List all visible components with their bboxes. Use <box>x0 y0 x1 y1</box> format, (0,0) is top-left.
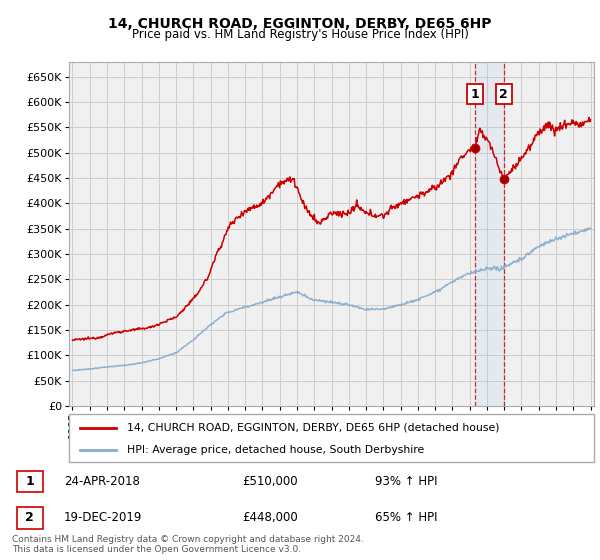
FancyBboxPatch shape <box>69 414 594 462</box>
Bar <box>475 62 503 406</box>
Text: 1: 1 <box>470 88 479 101</box>
Text: 19-DEC-2019: 19-DEC-2019 <box>64 511 142 524</box>
Text: 14, CHURCH ROAD, EGGINTON, DERBY, DE65 6HP (detached house): 14, CHURCH ROAD, EGGINTON, DERBY, DE65 6… <box>127 423 499 433</box>
Text: HPI: Average price, detached house, South Derbyshire: HPI: Average price, detached house, Sout… <box>127 445 424 455</box>
FancyBboxPatch shape <box>17 507 43 529</box>
Text: £448,000: £448,000 <box>242 511 298 524</box>
Text: 2: 2 <box>499 88 508 101</box>
Text: 2: 2 <box>25 511 34 524</box>
Text: 65% ↑ HPI: 65% ↑ HPI <box>375 511 437 524</box>
Text: £510,000: £510,000 <box>242 475 298 488</box>
FancyBboxPatch shape <box>17 470 43 492</box>
Text: 24-APR-2018: 24-APR-2018 <box>64 475 140 488</box>
Text: Contains HM Land Registry data © Crown copyright and database right 2024.
This d: Contains HM Land Registry data © Crown c… <box>12 535 364 554</box>
Text: Price paid vs. HM Land Registry's House Price Index (HPI): Price paid vs. HM Land Registry's House … <box>131 28 469 41</box>
Text: 1: 1 <box>25 475 34 488</box>
Text: 14, CHURCH ROAD, EGGINTON, DERBY, DE65 6HP: 14, CHURCH ROAD, EGGINTON, DERBY, DE65 6… <box>108 17 492 31</box>
Text: 93% ↑ HPI: 93% ↑ HPI <box>375 475 437 488</box>
